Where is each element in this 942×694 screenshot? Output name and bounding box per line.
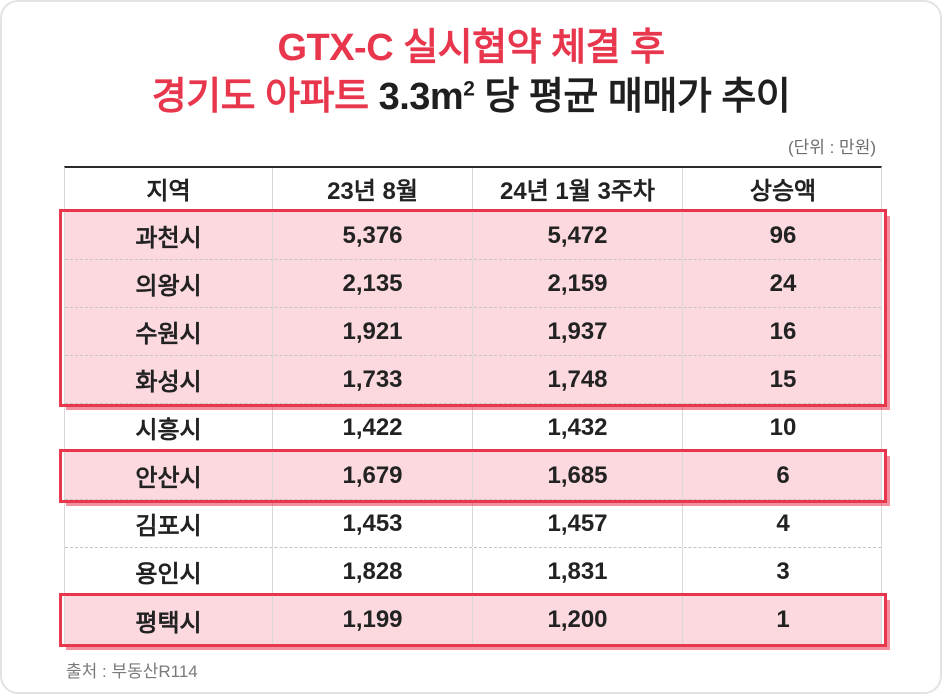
price-jan24-cell: 1,748	[473, 356, 683, 404]
highlight-group-top: 과천시 5,376 5,472 96 의왕시 2,135 2,159 24 수원…	[59, 209, 887, 408]
price-aug23-cell: 5,376	[273, 212, 473, 260]
region-cell: 수원시	[65, 308, 273, 356]
region-cell: 김포시	[65, 500, 273, 548]
region-cell: 의왕시	[65, 260, 273, 308]
price-aug23-cell: 1,453	[273, 500, 473, 548]
price-jan24-cell: 1,432	[473, 404, 683, 452]
price-jan24-cell: 1,685	[473, 452, 683, 500]
increase-cell: 3	[776, 557, 790, 585]
unit-label: (단위 : 만원)	[787, 138, 876, 158]
price-table: 지역 23년 8월 24년 1월 3주차 상승액 과천시 5,376 5,472…	[59, 166, 887, 648]
increase-cell: 96	[769, 221, 797, 249]
price-aug23-cell: 1,199	[273, 596, 473, 645]
title-region-text: 경기도 아파트	[151, 75, 369, 118]
table-row: 평택시 1,199 1,200 1	[65, 596, 881, 645]
price-jan24-cell: 1,937	[473, 308, 683, 356]
title-area-unit-text: 3.3m	[368, 75, 464, 118]
increase-cell: 15	[769, 365, 797, 393]
page-title-line1: GTX-C 실시협약 체결 후	[277, 27, 665, 69]
header-cell-jan24: 24년 1월 3주차	[473, 168, 683, 210]
price-jan24-cell: 1,457	[473, 500, 683, 548]
region-cell: 용인시	[65, 548, 273, 596]
table-header-row: 지역 23년 8월 24년 1월 3주차 상승액	[64, 166, 882, 213]
table-row: 시흥시 1,422 1,432 10	[65, 404, 881, 453]
title-superscript: 2	[463, 76, 475, 100]
region-cell: 화성시	[65, 356, 273, 404]
table-row: 의왕시 2,135 2,159 24	[65, 260, 881, 309]
header-cell-region: 지역	[65, 168, 273, 210]
increase-cell: 4	[776, 509, 790, 537]
table-row: 용인시 1,828 1,831 3	[65, 548, 881, 597]
price-aug23-cell: 1,679	[273, 452, 473, 500]
title-suffix-text: 당 평균 매매가 추이	[474, 75, 791, 118]
table-body: 과천시 5,376 5,472 96 의왕시 2,135 2,159 24 수원…	[59, 209, 887, 648]
increase-cell: 6	[776, 461, 790, 489]
price-aug23-cell: 1,828	[273, 548, 473, 596]
page-title: GTX-C 실시협약 체결 후 경기도 아파트 3.3m2 당 평균 매매가 추…	[2, 2, 940, 121]
page-title-line2: 경기도 아파트 3.3m2 당 평균 매매가 추이	[2, 73, 940, 122]
price-aug23-cell: 1,733	[273, 356, 473, 404]
price-aug23-cell: 1,921	[273, 308, 473, 356]
price-aug23-cell: 2,135	[273, 260, 473, 308]
region-cell: 시흥시	[65, 404, 273, 452]
table-row: 과천시 5,376 5,472 96	[65, 212, 881, 261]
table-row: 화성시 1,733 1,748 15	[65, 356, 881, 405]
highlight-group-pyeongtaek: 평택시 1,199 1,200 1	[59, 593, 887, 648]
price-jan24-cell: 2,159	[473, 260, 683, 308]
price-jan24-cell: 1,831	[473, 548, 683, 596]
region-cell: 과천시	[65, 212, 273, 260]
source-label: 출처 : 부동산R114	[66, 662, 198, 682]
header-cell-aug23: 23년 8월	[273, 168, 473, 210]
increase-cell: 16	[769, 317, 797, 345]
header-cell-increase: 상승액	[749, 178, 817, 206]
increase-cell: 1	[776, 606, 790, 634]
region-cell: 평택시	[65, 596, 273, 645]
highlight-group-ansan: 안산시 1,679 1,685 6	[59, 449, 887, 504]
table-row: 안산시 1,679 1,685 6	[65, 452, 881, 501]
increase-cell: 10	[769, 413, 797, 441]
price-jan24-cell: 5,472	[473, 212, 683, 260]
table-row: 김포시 1,453 1,457 4	[65, 500, 881, 549]
price-aug23-cell: 1,422	[273, 404, 473, 452]
table-row: 수원시 1,921 1,937 16	[65, 308, 881, 357]
increase-cell: 24	[769, 269, 797, 297]
region-cell: 안산시	[65, 452, 273, 500]
price-jan24-cell: 1,200	[473, 596, 683, 645]
